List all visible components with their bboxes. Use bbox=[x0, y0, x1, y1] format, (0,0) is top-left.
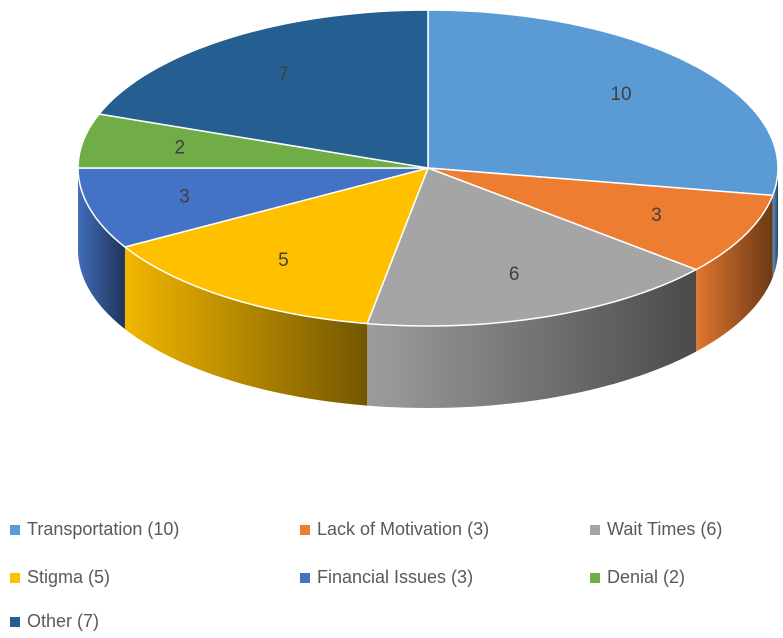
legend-swatch bbox=[300, 525, 310, 535]
legend-label: Wait Times (6) bbox=[607, 519, 722, 539]
legend-swatch bbox=[300, 573, 310, 583]
data-label: 7 bbox=[278, 64, 289, 85]
slice bbox=[427, 167, 774, 271]
legend-label: Lack of Motivation (3) bbox=[317, 519, 489, 539]
data-label: 3 bbox=[179, 186, 190, 207]
slice bbox=[98, 9, 429, 169]
slice bbox=[366, 167, 697, 327]
slice bbox=[77, 113, 429, 169]
data-label: 6 bbox=[509, 264, 520, 285]
data-label: 2 bbox=[175, 137, 186, 158]
legend-swatch bbox=[590, 573, 600, 583]
legend-label: Transportation (10) bbox=[27, 519, 179, 539]
legend-label: Financial Issues (3) bbox=[317, 567, 473, 587]
slice-side-shade bbox=[696, 195, 773, 352]
slice-side-shade bbox=[124, 247, 368, 406]
legend-swatch bbox=[10, 573, 20, 583]
slice-side-shade bbox=[772, 168, 778, 278]
legend-swatch bbox=[10, 525, 20, 535]
slice-side-shade bbox=[367, 269, 697, 408]
slice bbox=[427, 9, 779, 197]
slice bbox=[77, 167, 429, 248]
data-label: 3 bbox=[651, 205, 662, 226]
legend-label: Stigma (5) bbox=[27, 567, 110, 587]
slice bbox=[124, 167, 429, 325]
slice-side-shade bbox=[78, 168, 125, 329]
legend-swatch bbox=[590, 525, 600, 535]
legend-label: Denial (2) bbox=[607, 567, 685, 587]
legend-swatch bbox=[10, 617, 20, 627]
data-label: 10 bbox=[610, 84, 631, 105]
legend-label: Other (7) bbox=[27, 611, 99, 631]
data-label: 5 bbox=[278, 250, 289, 271]
